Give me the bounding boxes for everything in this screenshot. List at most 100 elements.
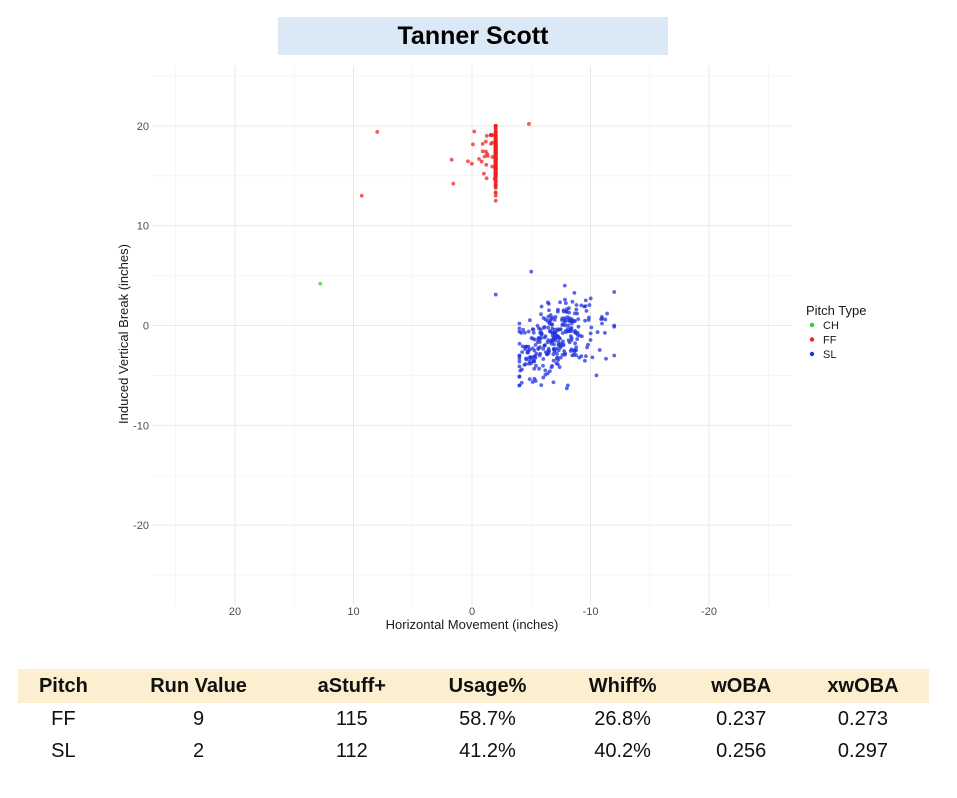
- table-cell: 0.237: [716, 707, 767, 730]
- point-sl: [555, 362, 560, 367]
- point-sl: [579, 354, 584, 359]
- point-sl: [547, 308, 551, 313]
- x-tick-labels: 20 10 0 -10 -20: [229, 606, 717, 618]
- point-sl: [551, 380, 556, 385]
- point-sl: [553, 315, 558, 319]
- x-tick-label: 10: [347, 606, 359, 618]
- point-sl: [535, 323, 540, 328]
- column-header: aStuff+: [288, 669, 416, 703]
- table-cell: 0.256: [716, 739, 767, 762]
- point-sl: [560, 331, 565, 335]
- point-sl: [588, 296, 593, 301]
- x-tick-label: 20: [229, 606, 241, 618]
- point-sl: [566, 318, 571, 323]
- x-tick-label: 0: [469, 606, 475, 618]
- point-sl: [556, 348, 561, 353]
- point-sl: [590, 355, 595, 360]
- column-header: Run Value: [108, 669, 289, 703]
- point-sl: [612, 353, 617, 358]
- point-sl: [543, 368, 548, 373]
- point-sl: [588, 338, 593, 342]
- point-sl: [541, 357, 546, 361]
- point-sl: [563, 301, 568, 306]
- point-sl: [539, 383, 544, 388]
- point-sl: [517, 359, 522, 364]
- point-sl: [588, 331, 593, 336]
- y-tick-labels: 20 10 0 -10 -20: [133, 121, 149, 532]
- point-sl: [526, 348, 531, 353]
- point-ff: [490, 164, 495, 169]
- point-sl: [532, 337, 537, 342]
- point-ff: [493, 151, 498, 156]
- point-ff: [477, 157, 481, 161]
- point-ff: [485, 151, 489, 156]
- point-sl: [520, 350, 524, 355]
- point-sl: [521, 327, 526, 332]
- point-sl: [533, 342, 538, 347]
- scatter-plot: 20 10 0 -10 -20 20 10 0 -10 -20 Horizontal Movem…: [116, 66, 866, 632]
- point-sl: [566, 338, 571, 343]
- point-sl: [517, 341, 522, 346]
- point-ff: [493, 140, 498, 145]
- point-sl: [527, 318, 532, 323]
- legend-label: CH: [823, 320, 839, 332]
- point-ff: [490, 140, 495, 145]
- point-sl: [548, 313, 553, 317]
- point-sl: [517, 364, 522, 369]
- point-sl: [564, 386, 569, 391]
- point-sl: [550, 322, 555, 327]
- point-sl: [519, 380, 524, 385]
- point-sl: [574, 307, 579, 312]
- point-sl: [531, 330, 536, 335]
- point-sl: [517, 383, 522, 388]
- point-sl: [594, 373, 599, 378]
- point-sl: [583, 354, 588, 359]
- point-sl: [546, 346, 551, 351]
- point-sl: [532, 354, 537, 359]
- point-sl: [605, 311, 610, 316]
- point-sl: [539, 304, 544, 309]
- point-sl: [543, 334, 548, 339]
- point-sl: [568, 334, 573, 339]
- legend-label: SL: [823, 349, 836, 361]
- point-sl: [531, 327, 536, 332]
- point-ff: [493, 183, 498, 188]
- point-sl: [552, 317, 557, 322]
- point-sl: [561, 322, 565, 326]
- point-sl: [550, 330, 555, 335]
- point-sl: [576, 317, 581, 322]
- point-sl: [532, 366, 537, 371]
- stats-table: Pitch Run Value aStuff+ Usage% Whiff% wOBA xwO…: [18, 669, 929, 767]
- point-sl: [519, 367, 524, 372]
- point-sl: [566, 323, 571, 328]
- point-sl: [517, 374, 522, 379]
- point-sl: [530, 346, 535, 351]
- point-sl: [556, 307, 560, 312]
- table-body: FF 9 115 58.7% 26.8% 0.237 0.273 SL 2 112 41.2% 40.…: [18, 703, 929, 767]
- table-header-row: Pitch Run Value aStuff+ Usage% Whiff% wOBA xwO…: [18, 669, 929, 703]
- point-sl: [534, 363, 538, 368]
- point-sl: [612, 323, 617, 328]
- point-sl: [546, 351, 551, 356]
- data-points: [318, 121, 617, 391]
- table-cell: FF: [51, 707, 76, 730]
- point-sl: [558, 355, 563, 360]
- y-tick-label: 0: [143, 321, 149, 333]
- point-sl: [541, 316, 546, 320]
- point-sl: [543, 372, 548, 377]
- point-sl: [539, 312, 543, 317]
- x-tick-label: -10: [583, 606, 599, 618]
- point-sl: [561, 308, 566, 313]
- point-ff: [493, 146, 498, 151]
- point-sl: [572, 290, 577, 295]
- point-ch: [318, 281, 323, 286]
- point-sl: [612, 290, 617, 294]
- point-sl: [574, 331, 578, 336]
- point-sl: [584, 308, 589, 313]
- point-sl: [565, 383, 570, 388]
- point-sl: [583, 358, 587, 363]
- point-sl: [538, 351, 543, 356]
- point-sl: [520, 344, 525, 349]
- legend-title: Pitch Type: [806, 303, 866, 318]
- point-ff: [449, 157, 454, 162]
